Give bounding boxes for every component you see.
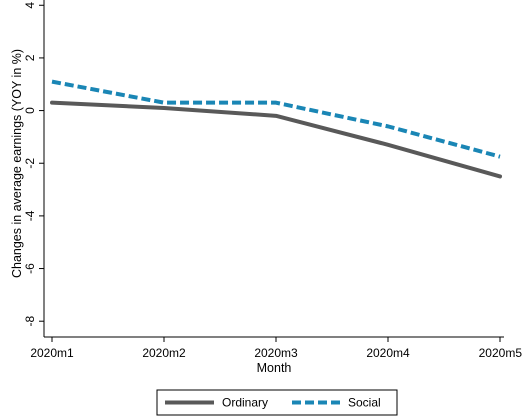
y-tick-label: 4 <box>23 2 37 9</box>
x-ticks: 2020m1 2020m2 2020m3 2020m4 2020m5 <box>30 337 522 360</box>
series-layer <box>50 79 502 179</box>
legend-label-social: Social <box>348 396 381 410</box>
series-line-social <box>51 79 501 159</box>
legend-items: Ordinary Social <box>165 396 381 410</box>
y-axis-title: Changes in average earnings (YOY in %) <box>10 49 24 278</box>
x-tick-label: 2020m5 <box>479 346 523 360</box>
y-ticks: -8 -6 -4 -2 0 2 4 <box>23 2 44 327</box>
x-tick-label: 2020m1 <box>30 346 74 360</box>
y-tick-label: 2 <box>23 54 37 61</box>
series-line-ordinary <box>50 100 502 179</box>
x-tick-label: 2020m2 <box>142 346 186 360</box>
x-tick-label: 2020m3 <box>254 346 298 360</box>
x-axis-title: Month <box>257 361 292 375</box>
legend: Ordinary Social <box>156 389 398 416</box>
y-tick-label: -4 <box>23 210 37 221</box>
y-tick-label: -8 <box>23 316 37 327</box>
legend-label-ordinary: Ordinary <box>222 396 268 410</box>
y-tick-label: -6 <box>23 263 37 274</box>
y-tick-label: -2 <box>23 158 37 169</box>
x-tick-label: 2020m4 <box>366 346 410 360</box>
y-tick-label: 0 <box>23 107 37 114</box>
